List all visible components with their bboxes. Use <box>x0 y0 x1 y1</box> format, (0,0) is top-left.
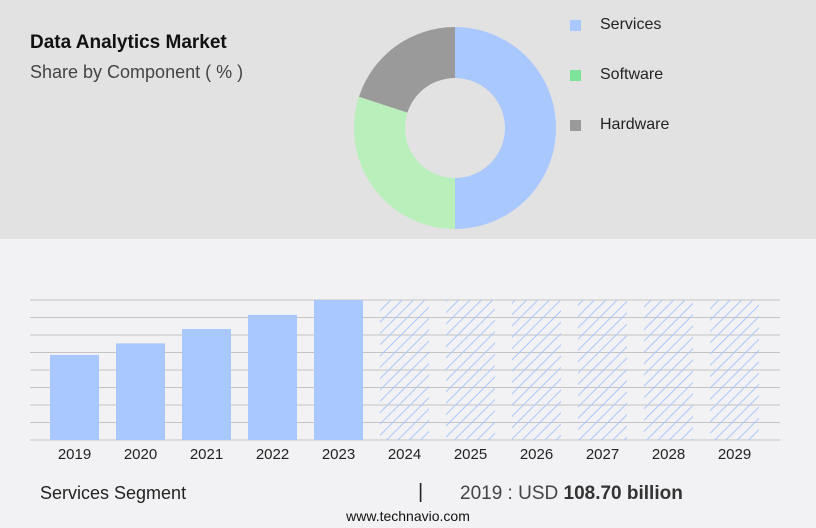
swatch-software <box>570 69 581 81</box>
x-label-2029: 2029 <box>717 446 752 463</box>
bar-2028 <box>644 300 693 440</box>
bar-2026 <box>512 300 561 440</box>
page-subtitle: Share by Component ( % ) <box>30 62 244 82</box>
bar-2027 <box>578 300 627 440</box>
bar-2025 <box>446 300 495 440</box>
x-label-2026: 2026 <box>519 446 554 463</box>
page-title: Data Analytics Market <box>30 32 227 53</box>
swatch-services <box>570 19 581 31</box>
segment-label: Services Segment <box>40 483 187 503</box>
x-label-2021: 2021 <box>189 446 224 463</box>
donut-chart <box>354 27 556 229</box>
x-label-2024: 2024 <box>387 446 422 463</box>
segment-value: 2019 : USD 108.70 billion <box>460 483 683 504</box>
swatch-hardware <box>570 119 581 131</box>
x-label-2027: 2027 <box>585 446 620 463</box>
donut-slice-services <box>455 27 556 229</box>
bar-2024 <box>380 300 429 440</box>
bar-2019 <box>50 354 99 440</box>
footer-separator: | <box>418 481 424 503</box>
x-label-2025: 2025 <box>453 446 488 463</box>
x-label-2022: 2022 <box>255 446 290 463</box>
legend-item-software: Software <box>570 66 663 84</box>
source-url: www.technavio.com <box>346 508 470 524</box>
bar-2020 <box>116 343 165 440</box>
legend-item-services: Services <box>570 16 661 34</box>
bar-2022 <box>248 314 297 440</box>
bar-2021 <box>182 329 231 440</box>
legend-item-hardware: Hardware <box>570 116 669 134</box>
x-label-2020: 2020 <box>123 446 158 463</box>
bar-2023 <box>314 300 363 440</box>
x-label-2019: 2019 <box>57 446 92 463</box>
x-label-2023: 2023 <box>321 446 356 463</box>
bar-2029 <box>710 300 759 440</box>
x-label-2028: 2028 <box>651 446 686 463</box>
